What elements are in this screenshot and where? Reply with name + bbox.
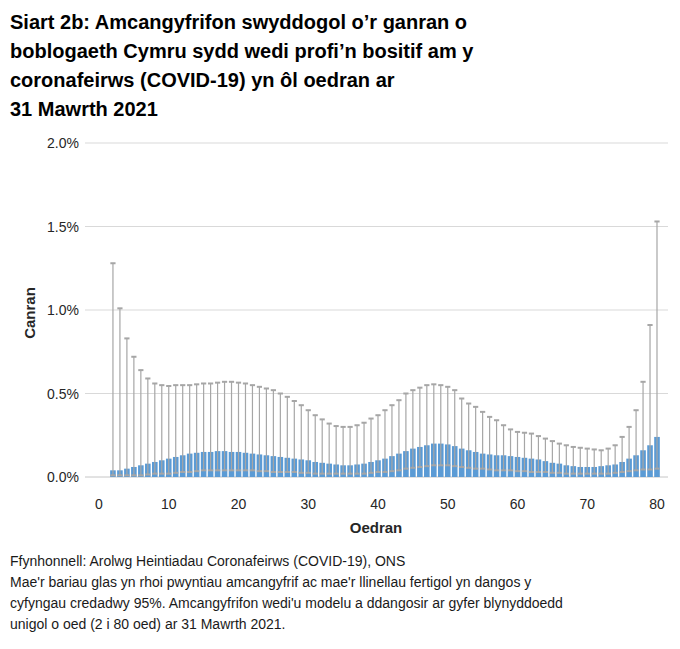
- y-tick-label: 0.0%: [47, 469, 79, 485]
- y-tick-label: 0.5%: [47, 386, 79, 402]
- chart-canvas: 0.0% 0.5% 1.0% 1.5% 2.0% 0 10 20 30 40 50 60 70 80: [0, 130, 680, 545]
- footer: Ffynhonnell: Arolwg Heintiadau Coronafei…: [10, 551, 675, 635]
- y-axis-title: Canran: [21, 283, 39, 343]
- x-tick-label: 50: [440, 496, 456, 512]
- x-tick-label: 0: [95, 496, 103, 512]
- error-bar-age-4: [124, 338, 129, 475]
- x-tick-label: 60: [510, 496, 526, 512]
- error-bar-age-8: [152, 383, 157, 473]
- y-tick-label: 1.5%: [47, 219, 79, 235]
- x-tick-label: 30: [300, 496, 316, 512]
- error-bar-age-2: [110, 263, 115, 475]
- error-bar-age-80: [654, 221, 659, 468]
- error-bar-age-7: [145, 378, 150, 474]
- x-axis-title: Oedran: [96, 519, 656, 536]
- chart-title-line: Siart 2b: Amcangyfrifon swyddogol o’r ga…: [10, 8, 670, 37]
- chart-title-line: coronafeirws (COVID-19) yn ôl oedran ar: [10, 66, 670, 95]
- chart-title-line: boblogaeth Cymru sydd wedi profi’n bosit…: [10, 37, 670, 66]
- footnote-line: Mae'r bariau glas yn rhoi pwyntiau amcan…: [10, 572, 675, 593]
- x-tick-label: 80: [649, 496, 665, 512]
- chart-title-line: 31 Mawrth 2021: [10, 95, 670, 124]
- page: Siart 2b: Amcangyfrifon swyddogol o’r ga…: [0, 0, 680, 649]
- y-tick-label: 1.0%: [47, 302, 79, 318]
- x-tick-label: 70: [579, 496, 595, 512]
- footnote-line: unigol o oed (2 i 80 oed) ar 31 Mawrth 2…: [10, 614, 675, 635]
- chart-title: Siart 2b: Amcangyfrifon swyddogol o’r ga…: [10, 8, 670, 124]
- x-tick-label: 40: [370, 496, 386, 512]
- footnote-line: cyfyngau credadwy 95%. Amcangyfrifon wed…: [10, 593, 675, 614]
- x-tick-label: 20: [231, 496, 247, 512]
- source-note: Ffynhonnell: Arolwg Heintiadau Coronafei…: [10, 551, 675, 572]
- error-bar-age-5: [131, 357, 136, 476]
- x-tick-label: 10: [161, 496, 177, 512]
- error-bar-age-6: [138, 370, 143, 475]
- y-tick-label: 2.0%: [47, 135, 79, 151]
- error-bar-age-3: [117, 308, 122, 475]
